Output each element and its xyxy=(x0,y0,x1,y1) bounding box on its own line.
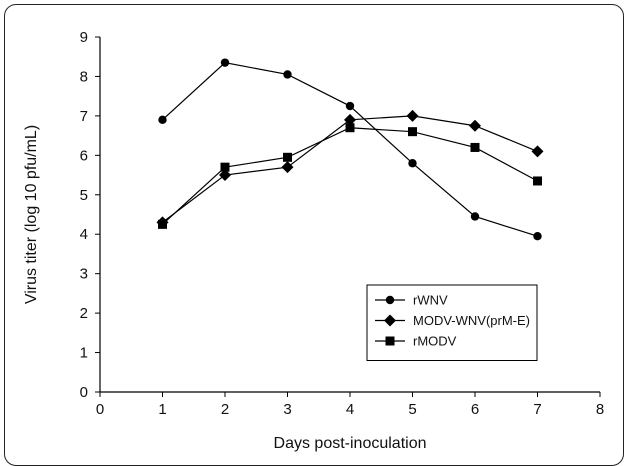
data-point xyxy=(220,58,230,67)
series-circle xyxy=(158,58,542,241)
series-diamond xyxy=(156,109,544,229)
x-tick-label: 3 xyxy=(283,401,291,418)
y-tick-labels: 0 1 2 3 4 5 6 7 8 9 xyxy=(80,29,88,401)
legend-box xyxy=(366,284,538,361)
series-group xyxy=(156,58,544,241)
legend: rWNV MODV-WNV(prM-E) rMODV xyxy=(366,284,538,361)
y-tick-label: 2 xyxy=(80,305,88,322)
legend-label: rMODV xyxy=(413,334,457,349)
chart-frame xyxy=(4,4,624,466)
x-tick-label: 6 xyxy=(471,401,479,418)
data-point xyxy=(531,145,544,158)
legend-marker xyxy=(385,295,395,305)
data-point xyxy=(408,127,417,137)
data-point xyxy=(345,101,355,111)
data-point xyxy=(283,152,292,162)
data-point xyxy=(408,159,417,168)
series-line xyxy=(162,127,538,225)
y-tick-label: 7 xyxy=(80,108,88,125)
x-tick-label: 8 xyxy=(596,401,604,418)
series-square xyxy=(158,123,542,229)
data-point xyxy=(158,115,167,125)
axes xyxy=(95,36,601,397)
x-tick-label: 5 xyxy=(408,401,416,418)
y-tick-label: 3 xyxy=(80,266,88,283)
data-point xyxy=(158,219,167,229)
y-tick-label: 1 xyxy=(80,345,88,362)
legend-label: MODV-WNV(prM-E) xyxy=(413,313,530,328)
data-point xyxy=(281,161,294,174)
x-tick-label: 1 xyxy=(158,401,166,418)
x-tick-label: 0 xyxy=(96,401,104,418)
data-point xyxy=(220,162,230,172)
y-tick-label: 8 xyxy=(80,68,88,85)
y-tick-label: 4 xyxy=(80,226,88,243)
y-axis-label: Virus titer (log 10 pfu/mL) xyxy=(23,125,40,304)
data-point xyxy=(344,113,356,126)
x-tick-label: 2 xyxy=(221,401,229,418)
x-axis-label: Days post-inoculation xyxy=(274,435,427,452)
legend-label: rWNV xyxy=(413,293,448,308)
data-point xyxy=(470,212,480,221)
legend-marker xyxy=(384,314,396,327)
data-point xyxy=(470,142,480,152)
data-point xyxy=(283,70,292,79)
data-point xyxy=(533,176,542,186)
data-point xyxy=(406,109,419,122)
data-point xyxy=(219,169,231,182)
data-point xyxy=(469,119,481,132)
x-tick-labels: 0 1 2 3 4 5 6 7 8 xyxy=(96,401,604,418)
y-tick-label: 0 xyxy=(80,384,88,401)
series-line xyxy=(162,61,538,237)
y-tick-label: 6 xyxy=(80,147,88,164)
y-tick-label: 9 xyxy=(80,29,88,46)
x-tick-label: 7 xyxy=(533,401,541,418)
x-tick-label: 4 xyxy=(346,401,354,418)
legend-marker xyxy=(385,336,395,346)
data-point xyxy=(533,231,542,241)
data-point xyxy=(345,123,355,133)
y-tick-label: 5 xyxy=(80,187,88,204)
